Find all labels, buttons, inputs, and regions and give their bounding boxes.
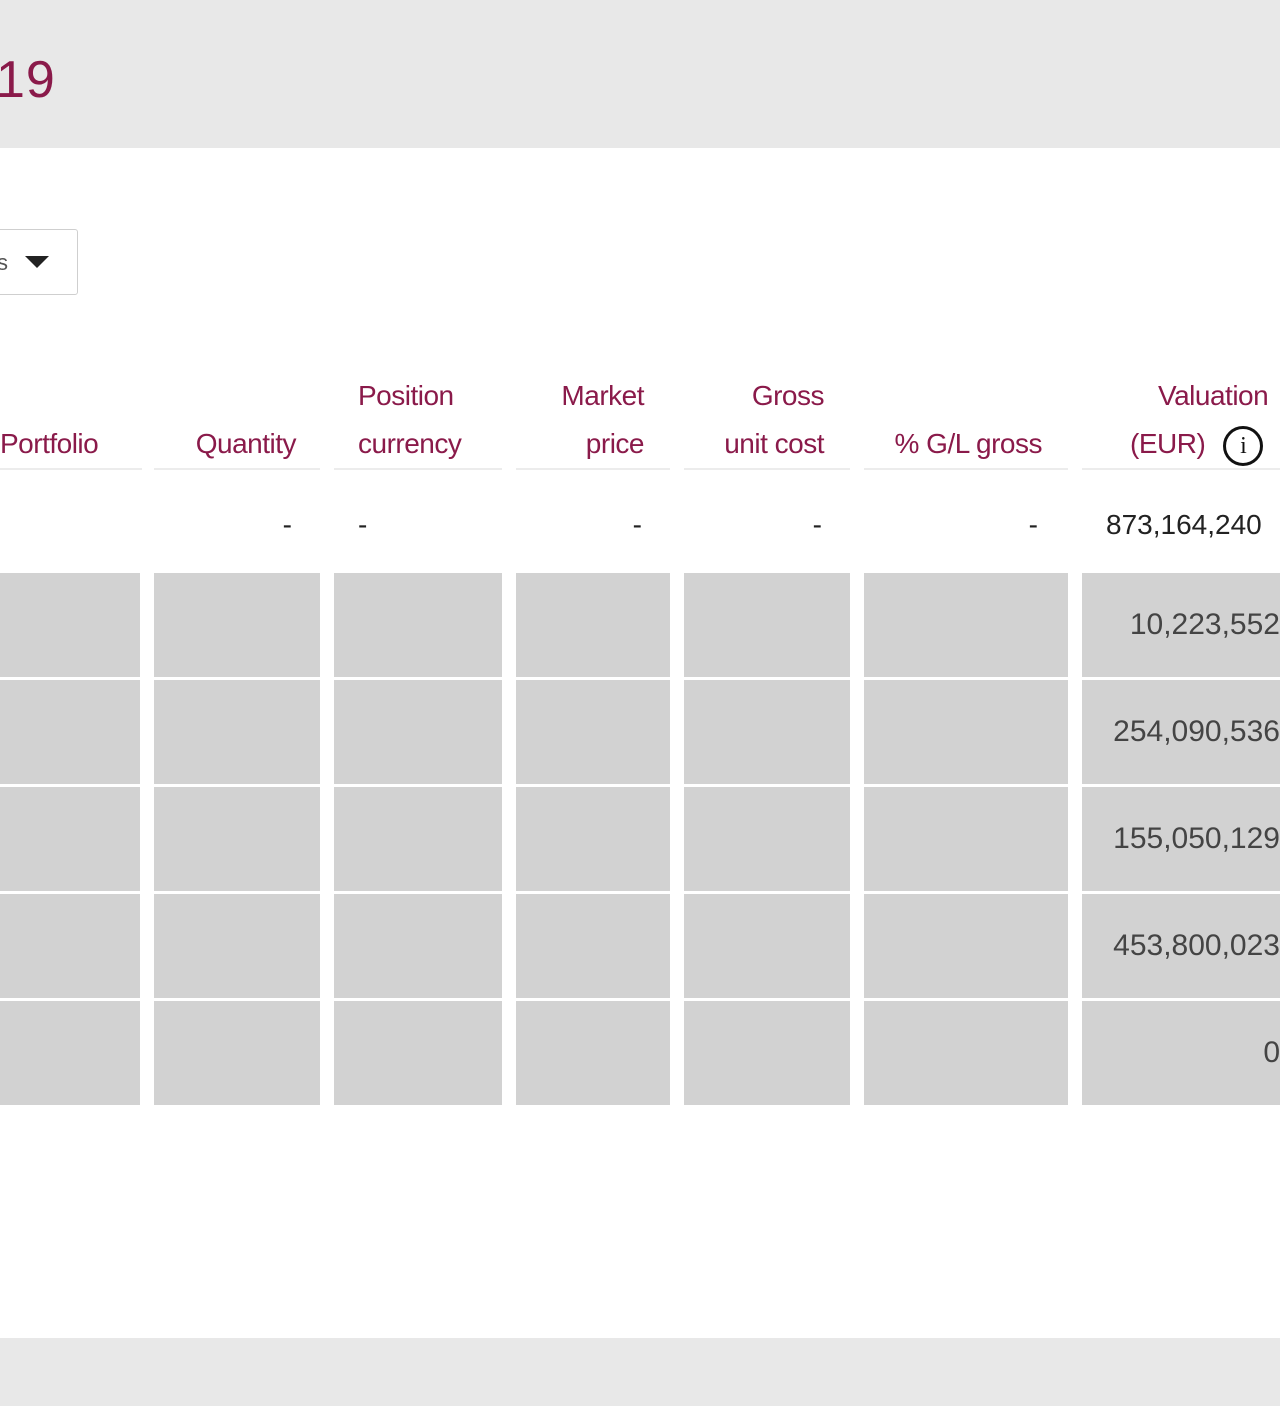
table-cell-redacted	[864, 573, 1068, 677]
table-cell-redacted	[516, 1001, 670, 1105]
table-cell-redacted	[154, 573, 320, 677]
table-cell-redacted	[154, 1001, 320, 1105]
table-cell-redacted	[0, 894, 140, 998]
table-cell-redacted	[334, 680, 502, 784]
table-cell-redacted	[334, 1001, 502, 1105]
table-cell-redacted	[154, 680, 320, 784]
valuation-cell: 155,050,129	[1082, 787, 1280, 891]
column-header-portfolio[interactable]: Portfolio	[0, 362, 142, 470]
column-header-position-currency[interactable]: Position currency	[334, 362, 502, 470]
table-cell-redacted	[0, 787, 140, 891]
table-cell-redacted	[516, 573, 670, 677]
table-cell-redacted	[334, 894, 502, 998]
table-cell-redacted	[864, 1001, 1068, 1105]
valuation-cell: 10,223,552	[1082, 573, 1280, 677]
column-header-gl-gross[interactable]: % G/L gross	[864, 362, 1068, 470]
page-title: 19	[0, 51, 56, 109]
header-line: Market	[561, 380, 644, 411]
header-line-with-icon: (EUR) i	[1130, 420, 1264, 468]
table-cell-redacted	[334, 787, 502, 891]
table-cell-redacted	[864, 787, 1068, 891]
table-cell-redacted	[684, 787, 850, 891]
dropdown-selected-value: s	[0, 250, 8, 275]
header-line: currency	[358, 428, 462, 459]
table-cell-redacted	[0, 573, 140, 677]
header-line: Valuation	[1158, 380, 1269, 411]
table-cell-redacted	[684, 680, 850, 784]
total-position-currency: -	[358, 509, 368, 540]
total-valuation: 873,164,240	[1106, 509, 1262, 540]
table-cell-redacted	[516, 787, 670, 891]
column-header-gross-unit-cost[interactable]: Gross unit cost	[684, 362, 850, 470]
valuation-cell: 254,090,536	[1082, 680, 1280, 784]
valuation-cell: 0	[1082, 1001, 1280, 1105]
table-cell-redacted	[0, 680, 140, 784]
table-cell-redacted	[864, 894, 1068, 998]
table-cell-redacted	[154, 894, 320, 998]
total-quantity: -	[282, 509, 292, 540]
header-line: price	[585, 428, 645, 459]
page-footer-band	[0, 1338, 1280, 1406]
info-icon[interactable]: i	[1223, 425, 1264, 466]
column-header-market-price[interactable]: Market price	[516, 362, 670, 470]
table-cell-redacted	[684, 894, 850, 998]
header-line: Gross	[751, 380, 825, 411]
column-header-quantity[interactable]: Quantity	[154, 362, 320, 470]
table-cell-redacted	[864, 680, 1068, 784]
page-header-band: 19	[0, 0, 1280, 148]
header-line: Portfolio	[0, 428, 99, 459]
valuation-cell: 453,800,023	[1082, 894, 1280, 998]
view-select-dropdown[interactable]: s	[0, 229, 78, 295]
chevron-down-icon	[25, 256, 49, 268]
table-cell-redacted	[516, 680, 670, 784]
header-line: % G/L gross	[894, 428, 1042, 459]
total-market-price: -	[632, 509, 642, 540]
total-gross-unit-cost: -	[812, 509, 822, 540]
table-cell-redacted	[684, 573, 850, 677]
header-line: Quantity	[195, 428, 297, 459]
table-cell-redacted	[0, 1001, 140, 1105]
table-cell-redacted	[334, 573, 502, 677]
column-header-valuation[interactable]: Valuation (EUR) i	[1082, 362, 1280, 470]
header-line: Position	[358, 380, 454, 411]
header-line: (EUR)	[1130, 428, 1206, 459]
total-gl-gross: -	[1028, 509, 1038, 540]
table-cell-redacted	[684, 1001, 850, 1105]
header-line: unit cost	[724, 428, 824, 459]
table-cell-redacted	[516, 894, 670, 998]
table-cell-redacted	[154, 787, 320, 891]
